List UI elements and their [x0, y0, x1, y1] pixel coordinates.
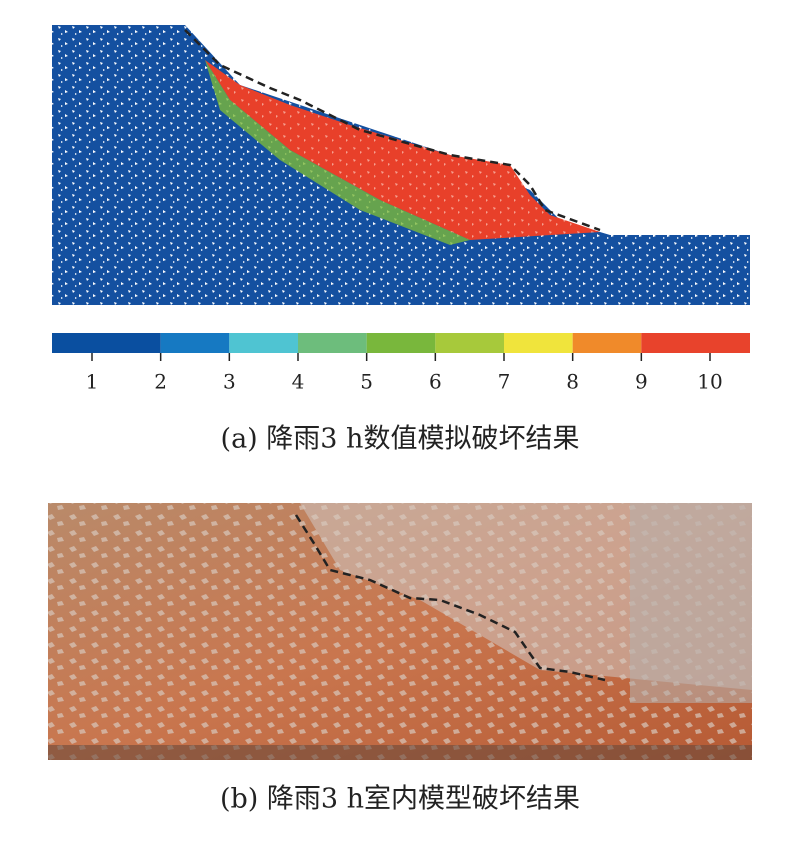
- tick-label: 6: [429, 370, 442, 394]
- tick-label: 1: [86, 370, 99, 394]
- colorbar: 1 2 3 4 5 6 7 8 9 10: [52, 333, 750, 394]
- color-segment: [366, 333, 436, 353]
- caption: (b) 降雨3 h室内模型破坏结果: [220, 784, 580, 815]
- tick-label: 5: [360, 370, 373, 394]
- tick-label: 9: [635, 370, 648, 394]
- photo: [48, 503, 752, 760]
- color-segment: [160, 333, 230, 353]
- color-segment: [229, 333, 298, 353]
- color-segment: [298, 333, 367, 353]
- color-segment: [52, 333, 161, 353]
- color-segment: [572, 333, 642, 353]
- numerical-model: [52, 25, 750, 305]
- tick-label: 3: [223, 370, 236, 394]
- caption: (a) 降雨3 h数值模拟破坏结果: [221, 424, 580, 455]
- tick-label: 2: [154, 370, 167, 394]
- tick-label: 8: [566, 370, 579, 394]
- tick-label: 4: [292, 370, 305, 394]
- color-segment: [435, 333, 504, 353]
- color-segment: [641, 333, 750, 353]
- tick-label: 7: [498, 370, 511, 394]
- tick-label: 10: [697, 370, 722, 394]
- color-segment: [504, 333, 573, 353]
